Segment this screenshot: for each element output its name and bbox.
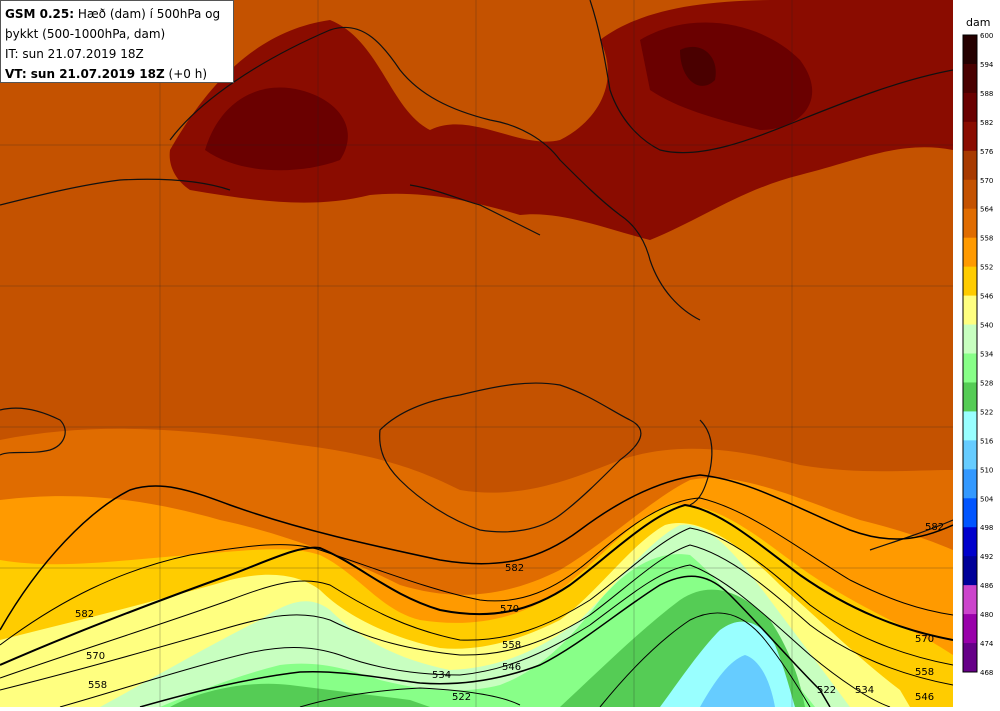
colorbar: 600 594 588 582 576 570 564 558 552 546 540 534 528 5… [962,32,994,677]
contour-534-east [599,612,811,708]
contour-label: 582 [75,609,94,620]
colorbar-tick-label: 498 [980,524,993,532]
colorbar-swatch [963,498,977,528]
colorbar-tick-label: 486 [980,582,994,590]
contour-576 [0,497,954,646]
contour-label: 582 [505,563,524,574]
contour-label-group: 582 570 558 570 558 546 534 522 582 582 … [75,522,944,703]
contour-label: 570 [915,634,934,645]
colorbar-swatch [963,179,977,210]
title-description-1: Hæð (dam) í 500hPa og [77,7,221,21]
colorbar-tick-label: 540 [980,322,993,330]
colorbar-frame [962,34,978,673]
colorbar-swatch [963,411,977,441]
contour-label: 558 [88,680,107,691]
contour-label: 558 [915,667,934,678]
colorbar-tick-label: 546 [980,293,994,301]
colorbar-swatch [963,324,977,354]
contour-558 [0,544,954,691]
contour-label: 522 [817,685,836,696]
colorbar-tick-label: 474 [980,640,994,648]
colorbar-tick-label: 468 [980,669,993,677]
colorbar-tick-label: 558 [980,235,993,243]
colorbar-tick-label: 552 [980,264,993,272]
colorbar-swatch [963,266,977,297]
colorbar-tick-label: 534 [980,351,994,359]
colorbar-tick-label: 480 [980,611,993,619]
field-band-522 [700,655,775,707]
contour-label: 570 [86,651,105,662]
colorbar-swatch [963,527,977,557]
contour-564 [0,527,954,679]
colorbar-swatch [963,556,977,586]
contour-534 [299,687,521,708]
title-description-2: þykkt (500-1000hPa, dam) [5,27,166,41]
colorbar-tick-label: 516 [980,437,994,445]
contours [0,474,954,708]
field-band-588 [205,87,348,171]
colorbar-swatch [963,440,977,470]
colorbar-tick-label: 570 [980,177,993,185]
colorbar-tick-label: 564 [980,206,994,214]
initial-time: IT: sun 21.07.2019 18Z [5,47,144,61]
contour-label: 570 [500,604,519,615]
contour-582 [0,474,954,631]
colorbar-swatch [963,295,977,326]
colorbar-tick-label: 528 [980,379,993,387]
title-line-1: GSM 0.25: Hæð (dam) í 500hPa og [5,4,229,24]
colorbar-tick-label: 492 [980,553,993,561]
colorbar-swatch [963,382,977,412]
contour-label: 558 [502,640,521,651]
contour-label: 522 [452,692,471,703]
colorbar-swatch [963,150,977,181]
map-title-box: GSM 0.25: Hæð (dam) í 500hPa og þykkt (5… [0,0,234,83]
colorbar-swatch [963,121,977,152]
contour-label: 582 [925,522,944,533]
contour-label: 546 [502,662,521,673]
map-canvas: 582 570 558 570 558 546 534 522 582 582 … [0,0,954,708]
colorbar-tick-label: 510 [980,466,993,474]
colorbar-tick-label: 600 [980,32,993,40]
contour-label: 546 [915,692,934,703]
coastlines [0,0,954,551]
colorbar-tick-label: 522 [980,408,993,416]
field-band-594 [680,46,716,86]
colorbar-swatch [963,237,977,268]
colorbar-tick-label: 576 [980,148,994,156]
valid-time: VT: sun 21.07.2019 18Z [5,67,165,81]
forecast-hour: (+0 h) [168,67,208,81]
colorbar-tick-label: 582 [980,119,993,127]
colorbar-unit-label: dam [966,16,991,29]
colorbar-swatch [963,353,977,383]
model-name: GSM 0.25: [5,7,75,21]
colorbar-tick-label: 504 [980,495,994,503]
colorbar-swatch [963,469,977,499]
colorbar-panel: 600 594 588 582 576 570 564 558 552 546 540 534 528 5… [953,0,1000,707]
field-band-534 [170,683,430,707]
contour-546 [139,575,831,708]
colorbar-swatch [963,208,977,239]
colorbar-swatch [963,63,977,94]
contour-label: 534 [855,685,874,696]
colorbar-swatch [963,614,977,644]
contour-570 [0,503,954,666]
contour-label: 534 [432,670,451,681]
valid-time-line: VT: sun 21.07.2019 18Z (+0 h) [5,64,229,84]
contour-552 [59,564,891,708]
colorbar-tick-label: 594 [980,61,994,69]
weather-map: 582 570 558 570 558 546 534 522 582 582 … [0,0,954,708]
colorbar-tick-label: 588 [980,90,993,98]
colorbar-swatch [963,643,977,673]
graticule [0,0,953,707]
colorbar-swatch [963,92,977,123]
colorbar-swatch [963,585,977,615]
colorbar-swatch [963,35,977,65]
